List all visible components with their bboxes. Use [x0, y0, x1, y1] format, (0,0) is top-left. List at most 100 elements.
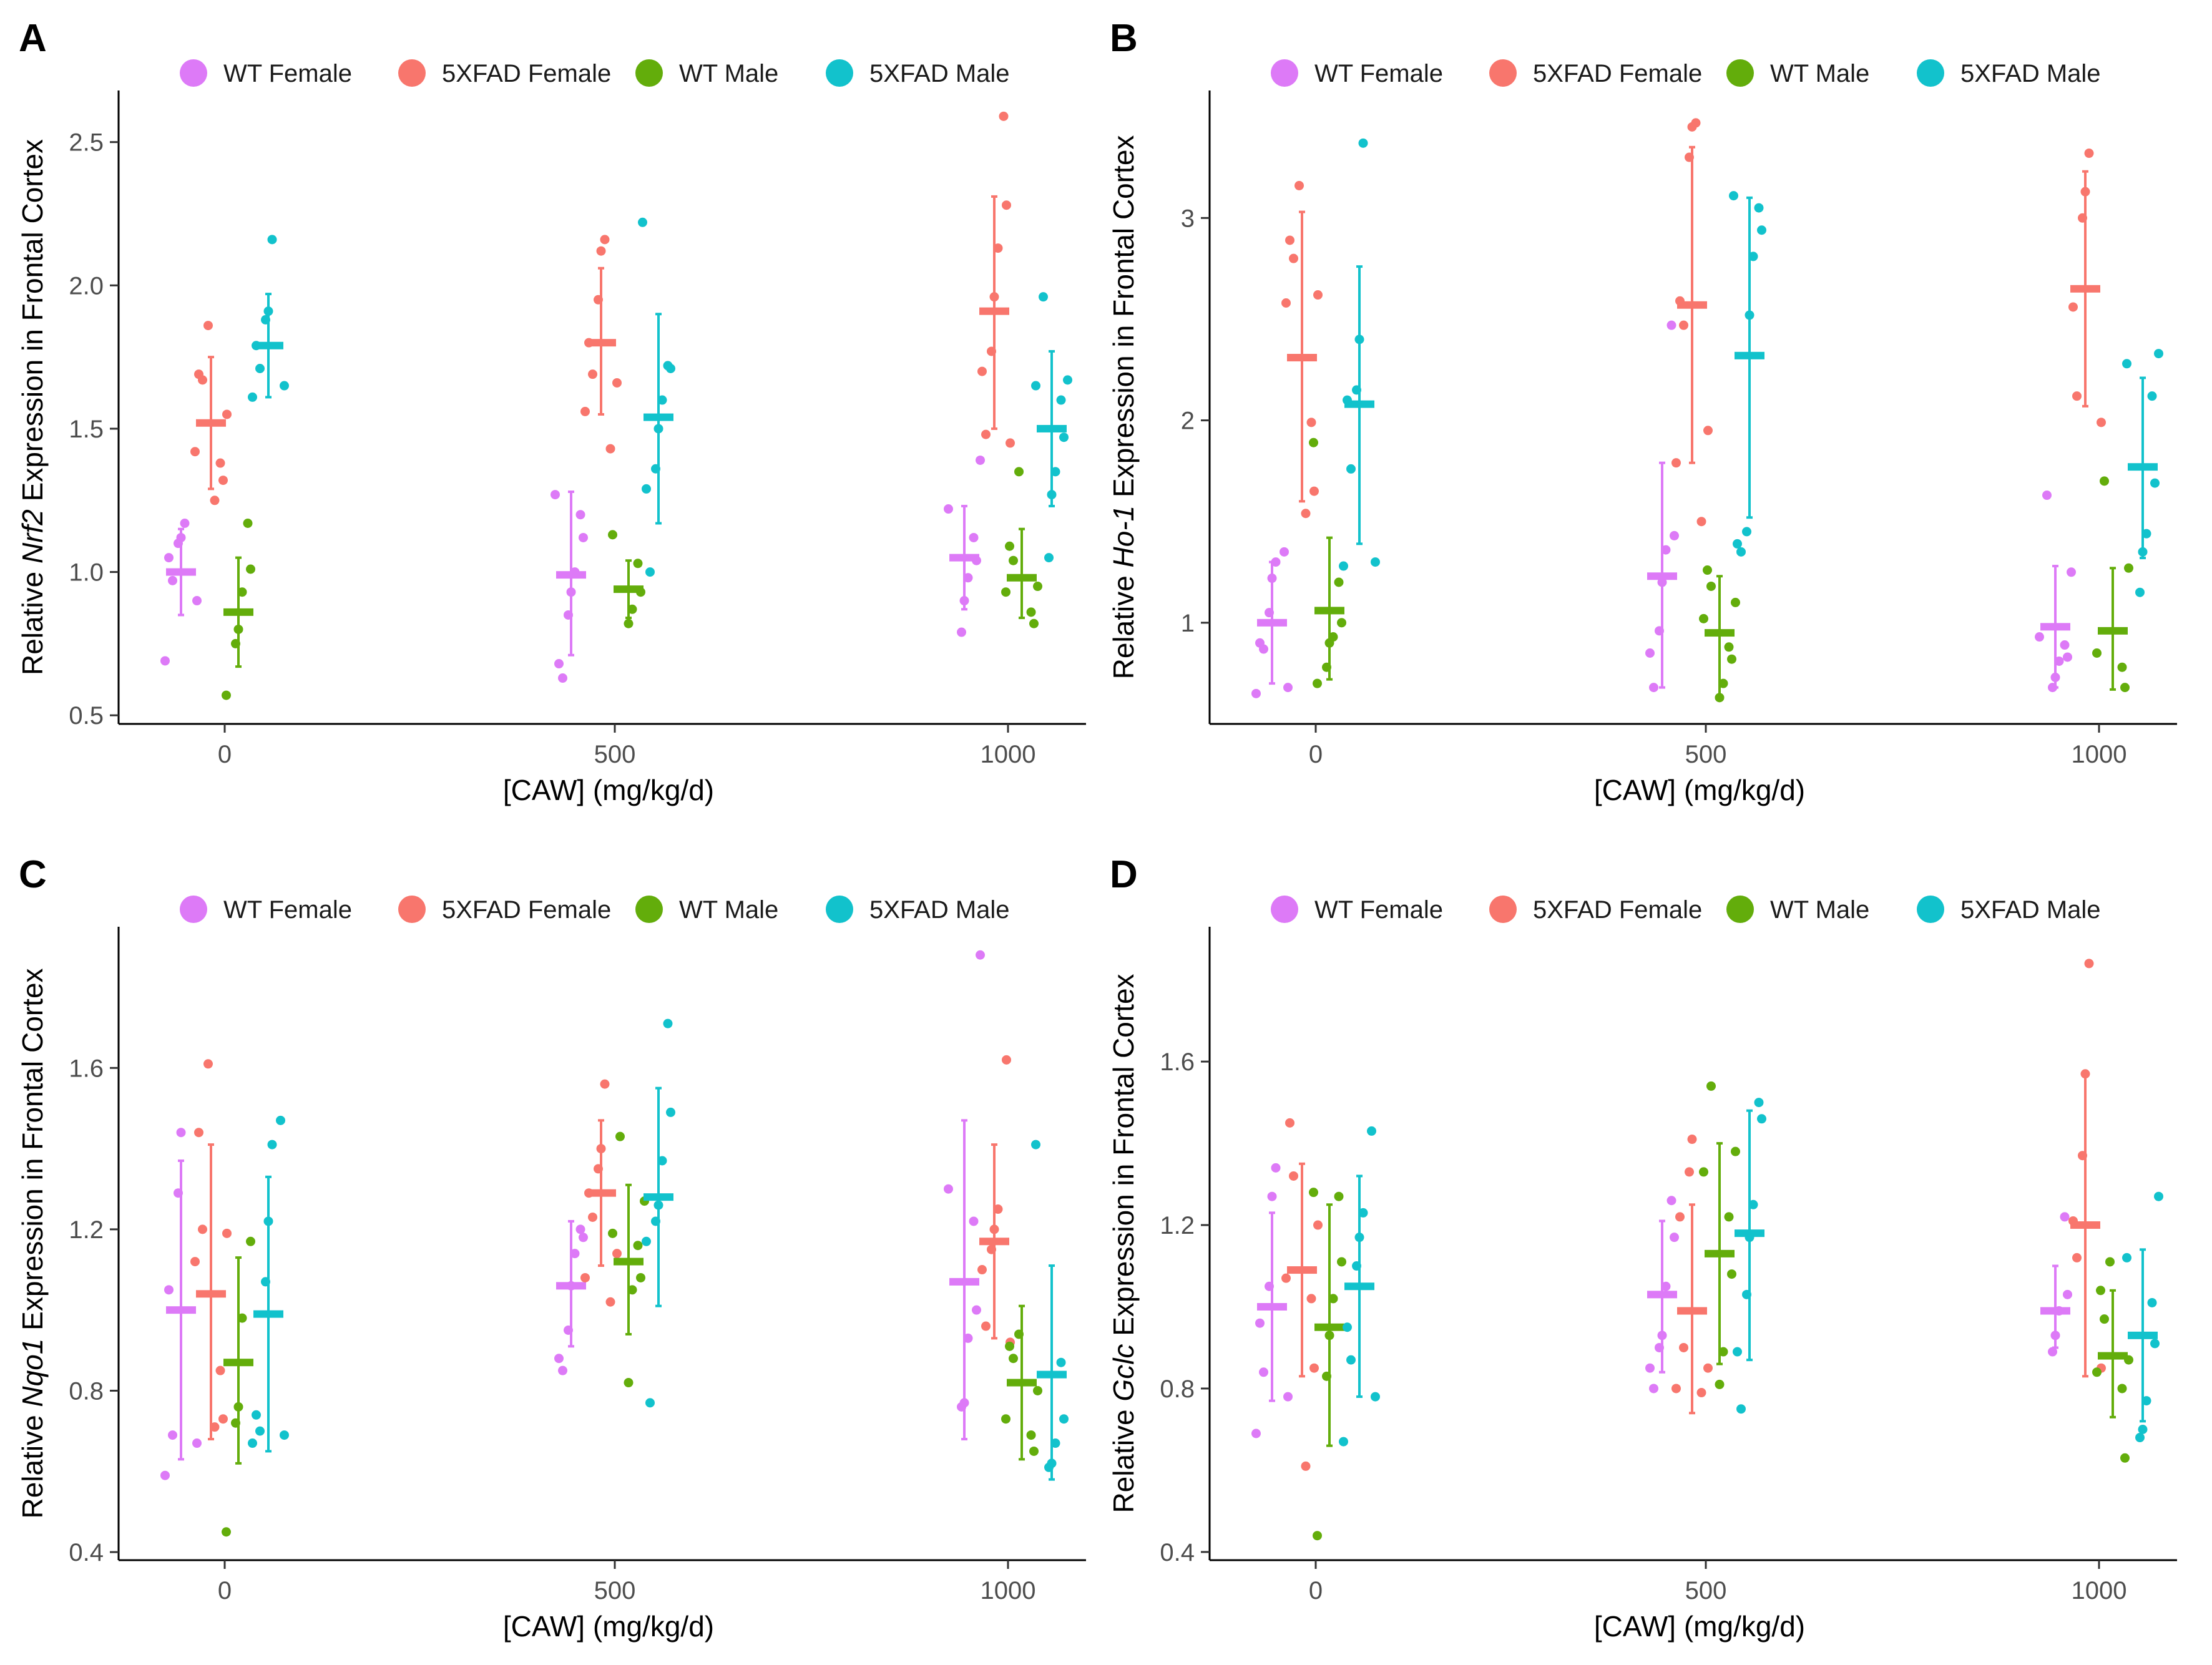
- data-point: [605, 1297, 615, 1307]
- data-point: [969, 1216, 979, 1226]
- y-tick-label: 0.8: [1160, 1375, 1195, 1403]
- legend-item: WT Male: [635, 896, 778, 924]
- data-point: [584, 1188, 594, 1198]
- mean-marker: [2098, 1352, 2128, 1360]
- data-point: [977, 366, 987, 376]
- mean-marker: [2070, 1221, 2100, 1229]
- x-axis-title: [CAW] (mg/kg/d): [503, 1610, 714, 1643]
- data-point: [633, 559, 643, 569]
- mean-marker: [1287, 354, 1317, 362]
- data-point: [2042, 491, 2052, 500]
- data-point: [2100, 1314, 2109, 1324]
- legend-label: WT Male: [1770, 60, 1869, 87]
- data-point: [1724, 1212, 1734, 1222]
- data-point: [1328, 1294, 1338, 1304]
- mean-marker: [586, 339, 616, 347]
- data-point: [1670, 1233, 1679, 1243]
- panel-label: B: [1110, 17, 1138, 60]
- data-point: [1334, 577, 1344, 587]
- data-point: [1267, 574, 1277, 583]
- data-point: [2048, 1347, 2057, 1357]
- data-point: [203, 1059, 213, 1069]
- mean-marker: [166, 1306, 196, 1314]
- mean-marker: [979, 1238, 1009, 1246]
- data-point: [2078, 1151, 2087, 1161]
- data-point: [944, 504, 953, 514]
- data-point: [1724, 642, 1734, 652]
- data-point: [1009, 555, 1018, 565]
- data-point: [233, 1402, 243, 1412]
- data-point: [1666, 320, 1676, 330]
- data-point: [1655, 626, 1664, 636]
- data-point: [596, 1144, 606, 1154]
- data-point: [1696, 517, 1706, 527]
- data-point: [1281, 1273, 1291, 1283]
- data-point: [1354, 1233, 1364, 1243]
- data-point: [957, 627, 966, 637]
- data-point: [2141, 529, 2151, 539]
- data-point: [977, 1265, 987, 1275]
- y-tick-label: 1.0: [69, 559, 104, 587]
- data-point: [2092, 648, 2102, 658]
- data-point: [1301, 1461, 1311, 1471]
- data-point: [1281, 298, 1291, 308]
- data-point: [1706, 1081, 1716, 1091]
- series-5xfad-female: [190, 1055, 1015, 1441]
- mean-marker: [979, 307, 1009, 315]
- data-point: [1655, 1342, 1664, 1352]
- data-point: [1742, 527, 1751, 537]
- data-point: [633, 1241, 643, 1251]
- legend-marker: [1271, 59, 1298, 87]
- data-point: [615, 1131, 625, 1141]
- data-point: [1645, 1363, 1655, 1373]
- data-point: [2050, 672, 2060, 682]
- x-tick-label: 0: [218, 741, 232, 768]
- data-point: [1267, 1191, 1277, 1201]
- series-5xfad-female: [190, 111, 1015, 505]
- data-point: [2150, 478, 2160, 488]
- data-point: [1742, 1289, 1751, 1299]
- data-point: [1005, 541, 1014, 551]
- data-point: [1733, 539, 1742, 549]
- data-point: [2147, 1297, 2157, 1307]
- data-point: [959, 1398, 969, 1408]
- y-tick-label: 2.5: [69, 129, 104, 157]
- data-point: [1367, 1126, 1376, 1136]
- mean-marker: [614, 1257, 644, 1266]
- data-point: [168, 1430, 177, 1440]
- data-point: [1255, 638, 1265, 648]
- data-point: [174, 1188, 183, 1198]
- data-point: [1371, 1392, 1380, 1402]
- mean-marker: [223, 1359, 253, 1367]
- data-point: [237, 587, 247, 597]
- legend-marker: [826, 59, 853, 87]
- data-point: [575, 1224, 585, 1234]
- mean-marker: [949, 554, 979, 562]
- data-point: [993, 1204, 1003, 1214]
- y-tick-label: 1: [1181, 610, 1195, 637]
- data-point: [1718, 1347, 1728, 1357]
- data-point: [1343, 1322, 1352, 1332]
- data-point: [248, 1438, 257, 1448]
- data-point: [168, 575, 177, 585]
- legend-item: 5XFAD Male: [1917, 59, 2101, 87]
- data-point: [989, 1224, 999, 1234]
- data-point: [164, 1285, 174, 1295]
- data-point: [1661, 1281, 1671, 1291]
- legend: WT Female 5XFAD Female WT Male 5XFAD Male: [1271, 59, 2101, 87]
- legend-label: 5XFAD Male: [1960, 896, 2101, 924]
- data-point: [1306, 417, 1316, 427]
- data-point: [255, 363, 265, 373]
- data-point: [222, 409, 232, 419]
- data-point: [1657, 1331, 1667, 1340]
- legend-marker: [1726, 59, 1754, 87]
- data-point: [1002, 1055, 1011, 1065]
- data-point: [2092, 1367, 2102, 1377]
- y-tick-label: 0.8: [69, 1377, 104, 1405]
- data-point: [2138, 1424, 2148, 1434]
- data-point: [1718, 678, 1728, 688]
- data-point: [2063, 652, 2072, 662]
- data-point: [1056, 395, 1066, 405]
- data-point: [963, 573, 973, 583]
- data-point: [2068, 1216, 2078, 1226]
